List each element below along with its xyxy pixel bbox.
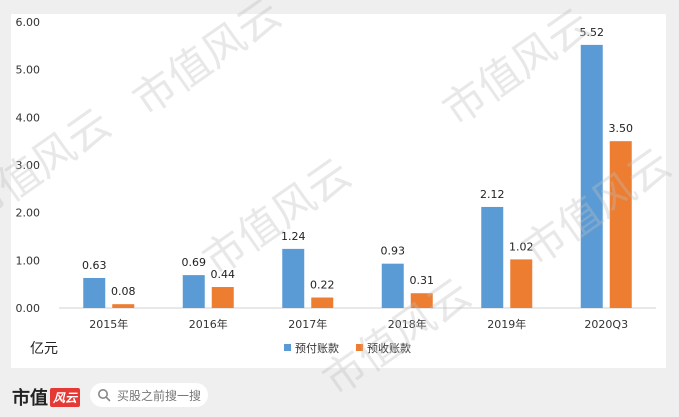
data-label: 1.02 xyxy=(509,240,534,253)
y-tick-label: 2.00 xyxy=(16,207,41,220)
search-placeholder: 买股之前搜一搜 xyxy=(117,388,202,403)
data-label: 0.63 xyxy=(82,259,107,272)
bar-series1 xyxy=(282,248,305,308)
bar-series1 xyxy=(580,44,603,308)
bar-series1 xyxy=(381,263,404,308)
bar-chart: 0.00 1.00 2.00 3.00 4.00 5.00 6.00 2015年 0.63 0.0… xyxy=(16,16,656,357)
data-label: 5.52 xyxy=(580,26,605,39)
legend-swatch xyxy=(284,344,291,351)
unit-label: 亿元 xyxy=(30,341,58,357)
brand-logo[interactable]: 市值 风云 xyxy=(12,384,81,410)
legend-label: 预付账款 xyxy=(295,341,339,355)
brand-text: 市值 xyxy=(12,388,48,409)
chart-card: 0.00 1.00 2.00 3.00 4.00 5.00 6.00 2015年 0.63 0.0… xyxy=(0,0,679,405)
data-label: 0.93 xyxy=(381,245,406,258)
bar-series2 xyxy=(211,287,234,308)
y-tick-label: 5.00 xyxy=(16,64,41,77)
x-tick-label: 2015年 xyxy=(89,317,128,331)
brand-mark: 风云 xyxy=(50,387,81,407)
data-label: 0.08 xyxy=(111,285,136,298)
x-tick-label: 2018年 xyxy=(388,317,427,331)
bar-series2 xyxy=(112,304,135,308)
legend-swatch xyxy=(356,344,363,351)
y-tick-label: 3.00 xyxy=(16,159,41,172)
data-label: 0.22 xyxy=(310,279,335,292)
bar-series2 xyxy=(510,259,533,308)
bar-series2 xyxy=(410,293,433,308)
y-tick-label: 1.00 xyxy=(16,254,41,267)
legend-label: 预收账款 xyxy=(367,341,411,355)
bar-series2 xyxy=(311,297,334,308)
x-tick-label: 2016年 xyxy=(189,317,228,331)
search-icon xyxy=(98,389,111,402)
data-label: 1.24 xyxy=(281,230,306,243)
bar-series1 xyxy=(481,206,504,308)
x-tick-label: 2020Q3 xyxy=(584,318,628,331)
y-tick-label: 6.00 xyxy=(16,16,41,29)
y-tick-label: 4.00 xyxy=(16,111,41,124)
data-label: 0.69 xyxy=(182,256,207,269)
data-label: 0.31 xyxy=(410,274,435,287)
x-tick-label: 2019年 xyxy=(487,317,526,331)
bar-series1 xyxy=(83,277,106,308)
bar-series2 xyxy=(609,141,632,308)
data-label: 2.12 xyxy=(480,188,505,201)
bar-series1 xyxy=(182,275,205,308)
x-tick-label: 2017年 xyxy=(288,317,327,331)
data-label: 3.50 xyxy=(609,122,634,135)
footer-bar: 市值 风云 买股之前搜一搜 xyxy=(0,372,679,417)
search-box[interactable]: 买股之前搜一搜 xyxy=(90,383,208,407)
y-tick-label: 0.00 xyxy=(16,302,41,315)
data-label: 0.44 xyxy=(211,268,236,281)
